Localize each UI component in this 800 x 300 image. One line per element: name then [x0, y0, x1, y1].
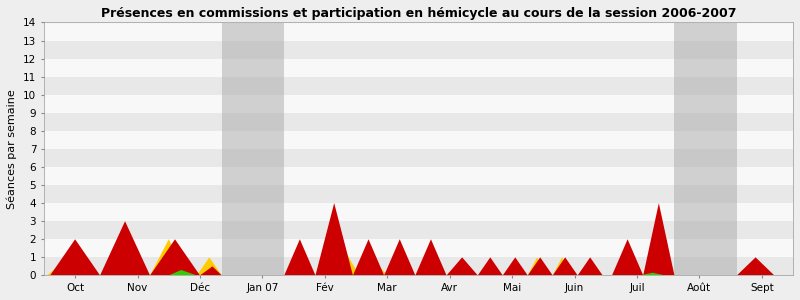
Polygon shape	[284, 239, 315, 275]
Polygon shape	[284, 257, 315, 275]
Polygon shape	[553, 257, 578, 275]
Bar	[44, 167, 793, 185]
Bar	[44, 239, 793, 257]
Bar	[44, 77, 793, 95]
Bar	[44, 257, 793, 275]
Polygon shape	[502, 266, 522, 275]
Bar	[44, 185, 793, 203]
Polygon shape	[197, 257, 222, 275]
Polygon shape	[415, 257, 440, 275]
Polygon shape	[612, 257, 643, 275]
Polygon shape	[100, 221, 150, 275]
Bar	[44, 203, 793, 221]
Bar	[44, 221, 793, 239]
Bar	[222, 22, 284, 275]
Polygon shape	[478, 266, 497, 275]
Bar	[44, 58, 793, 77]
Polygon shape	[47, 257, 90, 275]
Polygon shape	[150, 239, 187, 275]
Polygon shape	[200, 266, 222, 275]
Polygon shape	[384, 239, 415, 275]
Polygon shape	[446, 257, 478, 275]
Polygon shape	[737, 257, 774, 275]
Polygon shape	[356, 257, 387, 275]
Polygon shape	[328, 248, 359, 275]
Bar	[44, 95, 793, 113]
Polygon shape	[150, 239, 200, 275]
Bar	[44, 149, 793, 167]
Polygon shape	[553, 257, 571, 275]
Polygon shape	[528, 257, 546, 275]
Title: Présences en commissions et participation en hémicycle au cours de la session 20: Présences en commissions et participatio…	[101, 7, 736, 20]
Polygon shape	[100, 266, 138, 275]
Bar	[674, 22, 737, 275]
Polygon shape	[169, 270, 197, 275]
Polygon shape	[578, 257, 602, 275]
Polygon shape	[528, 257, 553, 275]
Polygon shape	[643, 203, 674, 275]
Bar	[44, 40, 793, 58]
Y-axis label: Séances par semaine: Séances par semaine	[7, 89, 18, 209]
Polygon shape	[50, 239, 100, 275]
Polygon shape	[640, 273, 665, 275]
Bar	[44, 131, 793, 149]
Polygon shape	[612, 239, 643, 275]
Polygon shape	[446, 266, 471, 275]
Polygon shape	[415, 239, 446, 275]
Bar	[44, 113, 793, 131]
Polygon shape	[353, 239, 384, 275]
Polygon shape	[315, 203, 353, 275]
Polygon shape	[643, 221, 674, 275]
Polygon shape	[478, 257, 502, 275]
Polygon shape	[502, 257, 528, 275]
Bar	[44, 22, 793, 40]
